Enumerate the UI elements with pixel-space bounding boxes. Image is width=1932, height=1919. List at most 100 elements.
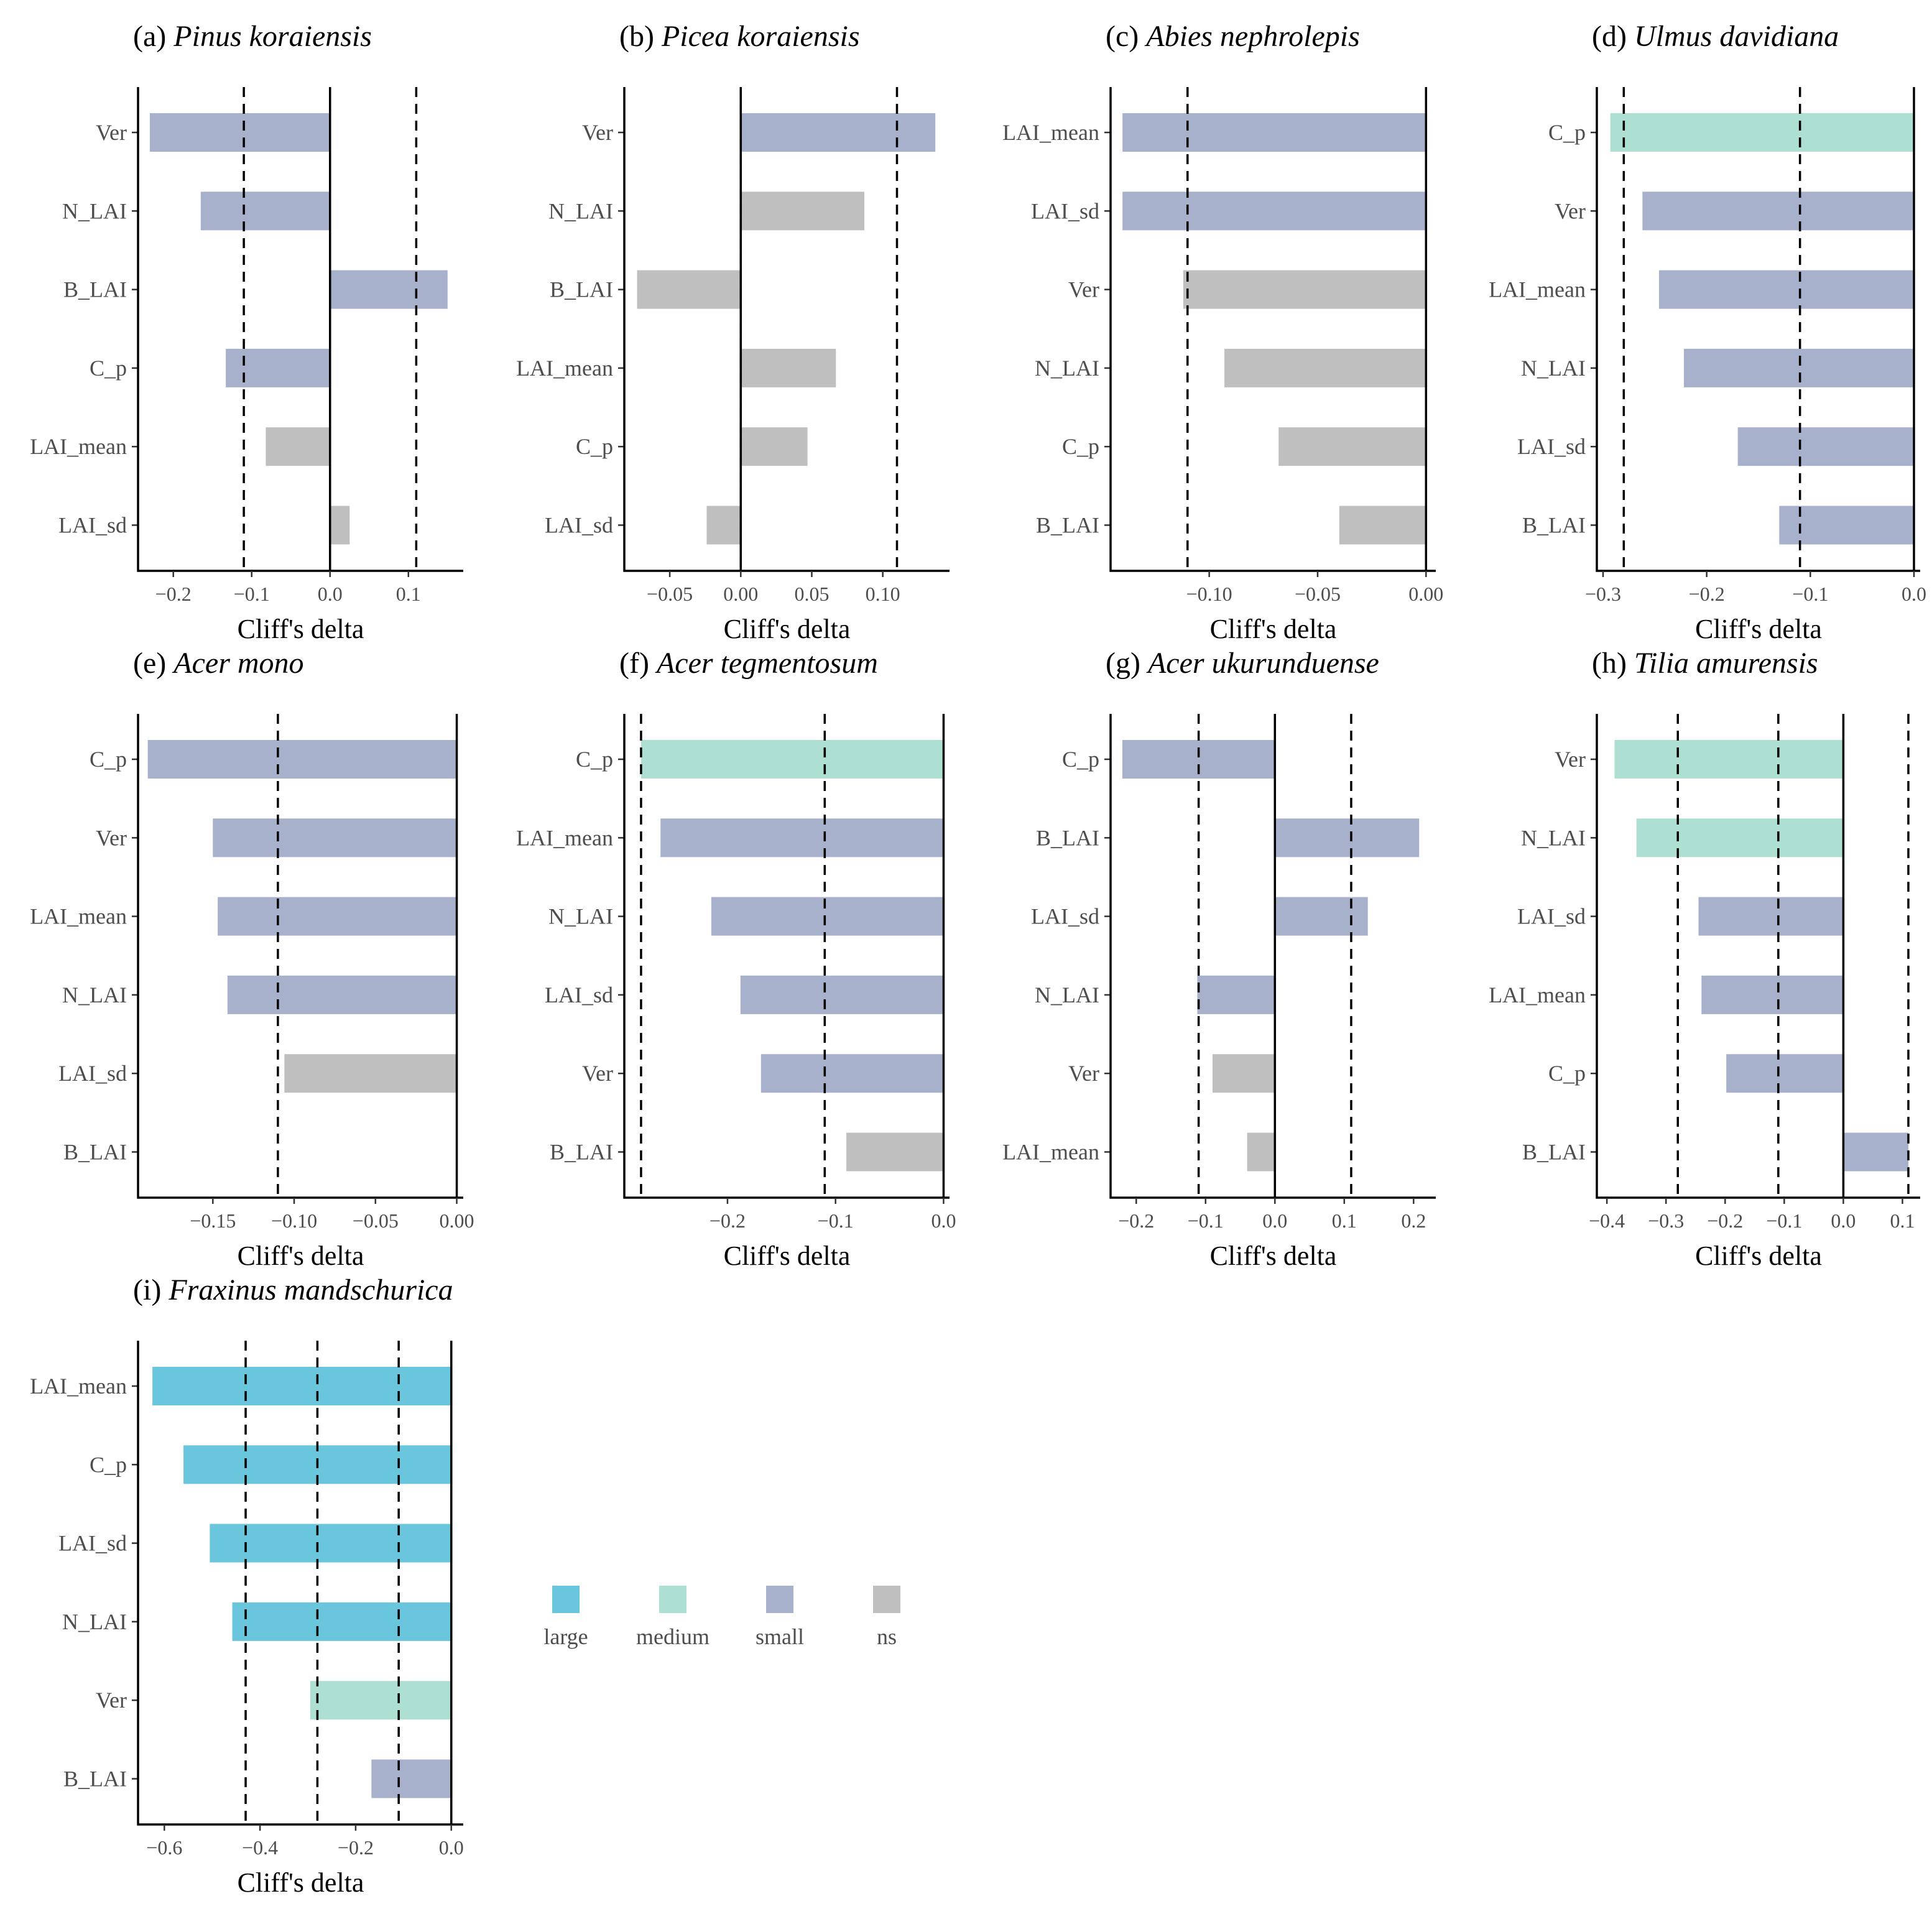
y-tick-label: N_LAI <box>548 904 613 929</box>
x-tick-label: 0.10 <box>866 583 900 605</box>
bar-n-lai <box>1636 818 1844 858</box>
panel-species: Acer ukurunduense <box>1146 647 1379 680</box>
y-tick-label: N_LAI <box>62 983 127 1007</box>
y-tick-label: N_LAI <box>548 198 613 223</box>
y-tick-label: N_LAI <box>1521 356 1586 381</box>
y-tick-label: C_p <box>1062 434 1099 459</box>
y-tick-label: B_LAI <box>1522 1140 1586 1165</box>
legend: large medium small ns <box>543 1586 900 1649</box>
bar-n-lai <box>227 975 457 1014</box>
panel-i: (i) Fraxinus mandschurica LAI_mean C_p LAI_… <box>30 1274 464 1898</box>
x-axis-label: Cliff's delta <box>724 614 851 644</box>
x-tick-label: −0.1 <box>1766 1209 1802 1232</box>
x-tick-label: −0.10 <box>271 1209 317 1232</box>
panel-tag: (f) <box>619 647 657 680</box>
panel-h: (h) Tilia amurensis Ver N_LAI LAI_sd LAI_mea… <box>1489 647 1920 1271</box>
bar-b-lai <box>1843 1132 1908 1172</box>
bar-ver <box>149 113 330 152</box>
y-tick-label: N_LAI <box>62 198 127 223</box>
panel-species: Tilia amurensis <box>1634 647 1818 680</box>
bar-lai-mean <box>152 1367 451 1405</box>
bar-b-lai <box>1339 506 1426 545</box>
y-tick-label: LAI_mean <box>1002 1140 1099 1165</box>
legend-swatch-small <box>766 1586 793 1613</box>
y-tick-label: LAI_sd <box>545 513 613 538</box>
panel-title: (g) Acer ukurunduense <box>1106 647 1379 680</box>
y-tick-label: B_LAI <box>63 1767 127 1792</box>
x-tick-label: 0.0 <box>1831 1209 1856 1232</box>
x-tick-label: −0.15 <box>190 1209 236 1232</box>
panel-tag: (h) <box>1592 647 1634 680</box>
y-tick-label: Ver <box>1068 1061 1099 1086</box>
y-tick-label: C_p <box>1548 1061 1586 1086</box>
y-tick-label: Ver <box>1555 747 1586 772</box>
x-tick-label: −0.2 <box>1118 1209 1154 1232</box>
y-tick-label: LAI_sd <box>58 513 127 538</box>
panel-e: (e) Acer mono C_p Ver LAI_mean N_LAI LAI_sd B_… <box>30 647 474 1271</box>
bar-ver <box>1642 192 1914 231</box>
x-tick-label: 0.0 <box>1902 583 1926 605</box>
bar-lai-mean <box>218 897 457 936</box>
bar-lai-sd <box>284 1054 457 1093</box>
x-tick-label: −0.2 <box>155 583 192 605</box>
bar-lai-sd <box>706 506 741 545</box>
bar-c-p <box>1610 113 1914 152</box>
bar-b-lai <box>1779 506 1914 545</box>
panel-title: (a) Pinus koraiensis <box>133 20 372 53</box>
x-tick-label: −0.1 <box>818 1209 854 1232</box>
panel-c: (c) Abies nephrolepis LAI_mean LAI_sd Ver N_… <box>1002 20 1443 644</box>
bar-ver <box>1614 740 1844 779</box>
panel-species: Acer tegmentosum <box>655 647 878 680</box>
panel-tag: (e) <box>133 647 173 680</box>
x-tick-label: 0.0 <box>439 1836 464 1859</box>
bar-ver <box>310 1681 451 1720</box>
legend-label-ns: ns <box>877 1624 897 1649</box>
legend-swatch-large <box>552 1586 580 1613</box>
x-tick-label: −0.4 <box>1589 1209 1625 1232</box>
bar-lai-mean <box>1701 975 1844 1014</box>
bar-lai-mean <box>660 818 944 858</box>
y-tick-label: C_p <box>1062 747 1099 772</box>
panel-tag: (c) <box>1106 20 1146 53</box>
bar-c-p <box>1278 427 1426 466</box>
x-tick-label: −0.1 <box>234 583 270 605</box>
legend-label-large: large <box>543 1624 588 1649</box>
y-tick-label: B_LAI <box>1522 513 1586 538</box>
x-tick-label: 0.0 <box>318 583 343 605</box>
bar-ver <box>1183 270 1426 309</box>
bar-b-lai <box>371 1759 451 1798</box>
x-tick-label: −0.05 <box>1295 583 1341 605</box>
y-tick-label: N_LAI <box>1035 356 1099 381</box>
panel-title: (h) Tilia amurensis <box>1592 647 1818 680</box>
x-tick-label: 0.00 <box>1408 583 1443 605</box>
legend-label-small: small <box>756 1624 804 1649</box>
y-tick-label: N_LAI <box>1521 825 1586 850</box>
bar-lai-sd <box>1698 897 1844 936</box>
y-tick-label: LAI_sd <box>58 1531 127 1556</box>
bar-lai-mean <box>1122 113 1426 152</box>
bar-ver <box>1212 1054 1275 1093</box>
x-tick-label: −0.2 <box>1707 1209 1743 1232</box>
x-tick-label: −0.2 <box>1689 583 1725 605</box>
y-tick-label: N_LAI <box>1035 983 1099 1007</box>
bar-b-lai <box>330 270 448 309</box>
x-tick-label: 0.0 <box>1262 1209 1287 1232</box>
bar-c-p <box>226 348 330 387</box>
panel-g: (g) Acer ukurunduense C_p B_LAI LAI_sd N_LAI… <box>1002 647 1436 1271</box>
x-axis-label: Cliff's delta <box>1695 1241 1822 1271</box>
y-tick-label: C_p <box>576 747 613 772</box>
y-tick-label: Ver <box>582 1061 613 1086</box>
y-tick-label: Ver <box>1555 198 1586 223</box>
bar-lai-sd <box>1737 427 1914 466</box>
y-tick-label: N_LAI <box>62 1609 127 1634</box>
x-tick-label: 0.2 <box>1401 1209 1426 1232</box>
bar-b-lai <box>1275 818 1420 858</box>
bar-lai-sd <box>1122 192 1426 231</box>
bar-n-lai <box>200 192 330 231</box>
y-tick-label: LAI_mean <box>516 825 613 850</box>
x-axis-label: Cliff's delta <box>1210 1241 1337 1271</box>
bar-ver <box>741 113 936 152</box>
bar-lai-sd <box>740 975 944 1014</box>
x-axis-label: Cliff's delta <box>238 1867 364 1898</box>
panel-title: (i) Fraxinus mandschurica <box>133 1274 453 1306</box>
